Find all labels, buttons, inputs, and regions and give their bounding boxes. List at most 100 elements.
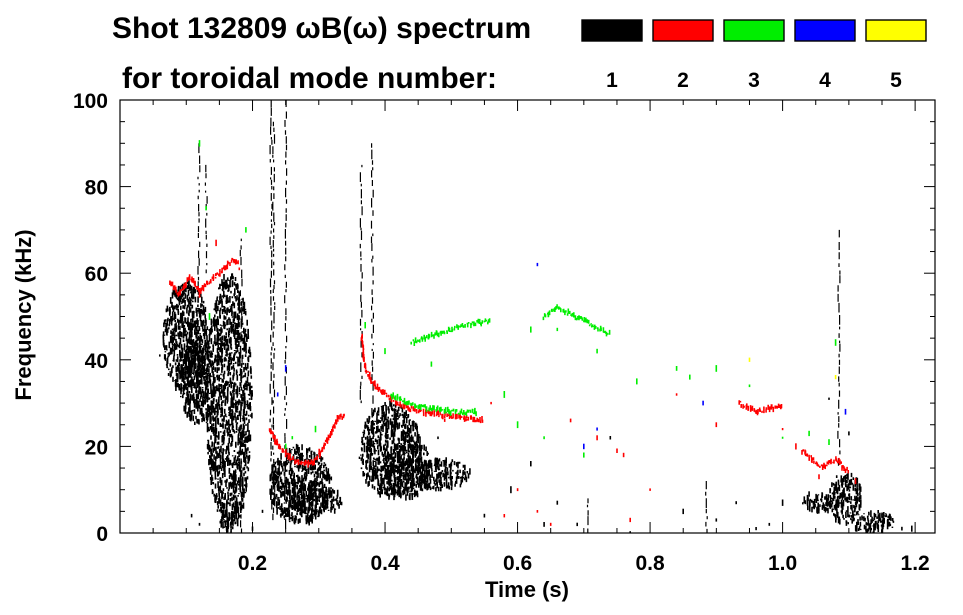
y-tick-label: 20 [85,436,108,459]
series-mode-5 [748,357,837,380]
legend-label: 3 [748,69,760,92]
series-1-streak [197,143,201,295]
legend-swatch [794,19,856,42]
series-4-point [844,408,847,415]
x-tick-label: 0.8 [635,552,665,575]
blob-strokes [205,273,253,533]
legend-item-mode-5: 5 [865,19,927,92]
series-3-point [828,439,830,445]
series-3-point [198,140,201,147]
series-3-point [748,384,751,388]
series-mode-1 [159,100,913,533]
series-2-point [536,510,539,513]
series-4-point [284,365,287,372]
series-2-trace [801,449,849,474]
series-3-point [596,348,598,354]
series-1-blob [323,488,343,514]
y-tick-label: 60 [85,263,108,286]
series-mode-3 [198,140,837,458]
series-1-streak [837,229,841,466]
series-2-point [463,418,466,422]
series-2-point [616,448,618,453]
series-mode-4 [276,262,847,450]
series-1-point [848,431,850,436]
series-2-point [781,428,784,431]
series-2-point [675,393,678,396]
series-1-point [530,461,532,467]
series-1-point [510,486,512,494]
y-tick-label: 40 [85,350,108,373]
series-2-point [198,291,201,298]
series-1-streak [204,164,208,274]
series-5-point [748,357,751,362]
series-1-streak [269,100,273,510]
series-1-point [808,491,810,497]
series-2-point [854,478,857,485]
series-2-point [569,418,572,423]
series-1-point [755,527,757,531]
series-1-point [715,518,718,522]
series-2-point [490,401,492,405]
series-2-trace [268,413,345,468]
series-2-point [238,267,241,271]
series-1-point [556,500,559,505]
series-1-point [828,397,830,400]
series-1-point [735,501,737,505]
legend-label: 1 [606,69,618,92]
x-axis-title: Time (s) [485,577,569,602]
x-tick-label: 0.6 [503,552,532,575]
legend-label: 4 [819,69,831,92]
y-tick-label: 100 [73,90,108,113]
series-3-point [530,326,532,333]
series-4-point [702,400,704,406]
x-axis: 0.2 0.4 0.6 0.8 1.0 1.2 [152,100,930,575]
series-1-point [901,526,903,531]
series-1-point [682,508,684,515]
x-tick-label: 0.2 [238,552,267,575]
series-2-point [649,488,651,491]
series-1-point [543,522,545,527]
series-1-point [483,513,486,518]
series-1-streak [284,100,288,533]
series-1-point [437,436,439,440]
legend-item-mode-3: 3 [723,19,785,92]
series-3-point [314,425,317,433]
series-1-blob [295,479,326,523]
series-3-point [675,366,678,371]
series-3-point [516,421,519,429]
series-3-point [808,430,810,437]
blob-strokes [411,457,471,492]
series-1-point [768,522,771,526]
chart-subtitle: for toroidal mode number: [122,62,497,95]
y-tick-label: 0 [96,523,108,546]
series-1-blob [384,436,433,501]
legend-item-mode-4: 4 [794,19,856,92]
blob-strokes [323,488,343,514]
series-2-point [596,435,598,441]
series-1-blob [205,273,253,533]
series-3-point [583,452,585,458]
legend: 1 2 3 4 5 [581,19,927,92]
series-1-streak [370,143,374,423]
blob-strokes [295,479,326,523]
blob-strokes [162,280,211,396]
series-1-blob [179,336,216,425]
series-3-point [556,327,559,332]
legend-swatch [865,19,927,42]
legend-item-mode-2: 2 [652,19,714,92]
y-axis: 0 20 40 60 80 100 [73,90,935,546]
legend-swatch [652,19,714,42]
series-3-point [689,374,691,380]
series-3-point [834,339,837,346]
series-1-point [911,525,913,532]
series-1-point [198,522,201,526]
series-1-streak [586,498,589,533]
series-1-streak [359,164,363,404]
series-3-point [715,365,718,372]
series-1-point [629,531,631,533]
series-2-trace [360,333,484,424]
legend-swatch [723,19,785,42]
series-1-point [457,469,459,476]
series-2-point [629,517,631,523]
series-1-streak [239,238,243,533]
